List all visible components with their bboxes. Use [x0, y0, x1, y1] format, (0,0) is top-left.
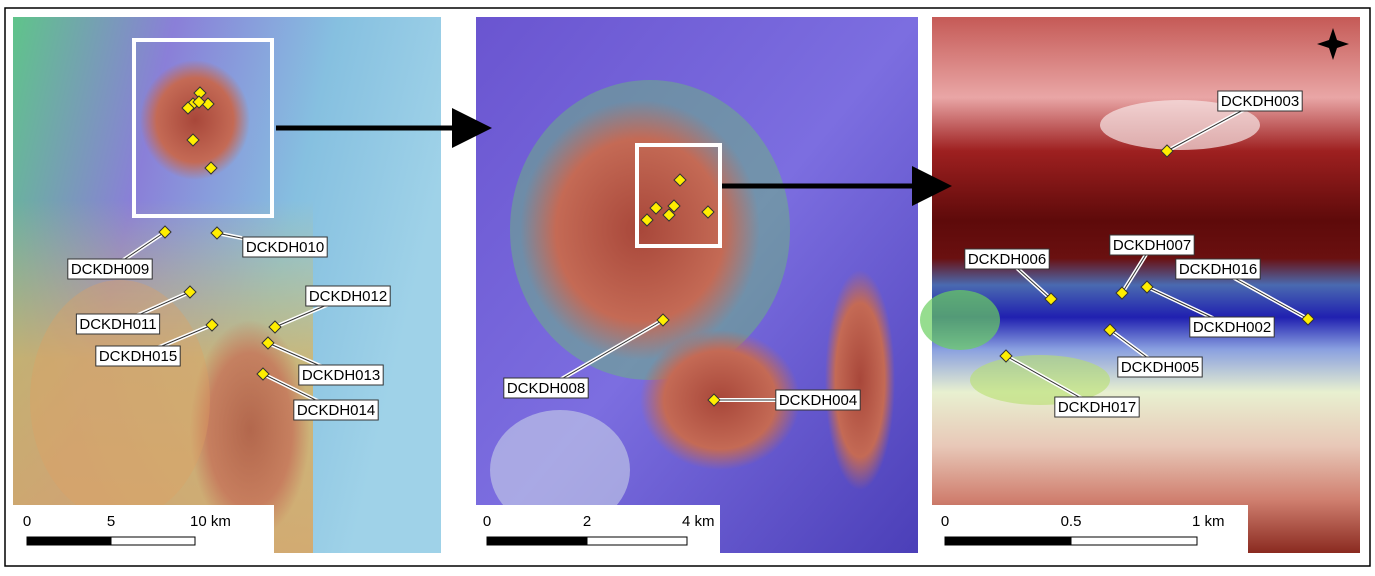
scale-label: 2	[583, 513, 591, 530]
drill-hole-label: DCKDH014	[297, 402, 375, 419]
drill-hole	[1044, 292, 1058, 306]
callout: DCKDH002	[1146, 285, 1275, 338]
label-box	[242, 236, 328, 258]
callout: DCKDH009	[67, 230, 167, 280]
drill-hole	[268, 320, 282, 334]
drill-hole	[707, 393, 721, 407]
scale-label: 0	[483, 513, 491, 530]
drill-hole	[640, 213, 654, 227]
callout: DCKDH004	[714, 389, 861, 411]
label-box	[1109, 234, 1195, 256]
label-box	[1189, 316, 1275, 338]
scale-label: 10 km	[190, 513, 231, 530]
scale-label: 5	[107, 513, 115, 530]
drill-hole-label: DCKDH015	[99, 348, 177, 365]
label-box	[1175, 258, 1261, 280]
drill-hole-label: DCKDH013	[302, 367, 380, 384]
scale-label: 0	[941, 513, 949, 530]
drill-hole	[256, 367, 270, 381]
callout: DCKDH011	[75, 290, 191, 335]
label-box	[293, 399, 379, 421]
drill-hole-label: DCKDH009	[71, 261, 149, 278]
drill-hole-label: DCKDH005	[1121, 359, 1199, 376]
leader-line	[545, 319, 664, 389]
label-box	[67, 258, 153, 280]
drill-hole	[204, 161, 218, 175]
drill-hole	[1115, 286, 1129, 300]
callout: DCKDH017	[1005, 354, 1140, 418]
frame	[4, 7, 1371, 567]
drill-hole	[1160, 144, 1174, 158]
drill-hole	[158, 225, 172, 239]
label-box	[503, 377, 589, 399]
callout: DCKDH010	[216, 231, 328, 258]
label-box	[95, 345, 181, 367]
drill-hole	[701, 205, 715, 219]
label-box	[75, 313, 161, 335]
callout: DCKDH014	[262, 372, 379, 421]
drill-hole	[649, 201, 663, 215]
callout: DCKDH003	[1166, 90, 1303, 153]
drill-hole	[673, 173, 687, 187]
drill-hole-label: DCKDH016	[1179, 261, 1257, 278]
label-box	[1217, 90, 1303, 112]
panel-1	[13, 17, 441, 553]
scale-bar	[110, 536, 196, 546]
panel-2	[476, 17, 918, 553]
drill-hole	[181, 101, 195, 115]
drill-hole-label: DCKDH012	[309, 288, 387, 305]
scale-box	[13, 505, 274, 553]
label-box	[305, 285, 391, 307]
callout: DCKDH008	[503, 318, 665, 399]
scale-bar	[1070, 536, 1198, 546]
drill-hole	[667, 199, 681, 213]
label-box	[1054, 396, 1140, 418]
drill-hole	[1103, 323, 1117, 337]
label-box	[775, 389, 861, 411]
scale-label: 0	[23, 513, 31, 530]
drill-hole	[205, 318, 219, 332]
drill-hole-label: DCKDH010	[246, 239, 324, 256]
scale-bar	[486, 536, 588, 546]
drill-hole-label: DCKDH007	[1113, 237, 1191, 254]
callout: DCKDH012	[274, 285, 391, 329]
scale-label: 0.5	[1061, 513, 1082, 530]
drill-hole	[1301, 312, 1315, 326]
drill-hole	[662, 208, 676, 222]
callout: DCKDH015	[95, 323, 213, 367]
callout: DCKDH013	[267, 341, 384, 386]
callout: DCKDH016	[1175, 258, 1309, 321]
drill-hole-label: DCKDH004	[779, 392, 857, 409]
drill-hole	[999, 349, 1013, 363]
drill-hole	[192, 95, 206, 109]
drill-hole-label: DCKDH003	[1221, 93, 1299, 110]
callout: DCKDH007	[1109, 234, 1195, 295]
drill-hole	[210, 226, 224, 240]
drill-hole	[1140, 280, 1154, 294]
drill-hole-label: DCKDH008	[507, 380, 585, 397]
label-box	[1117, 356, 1203, 378]
north-arrow	[1317, 28, 1349, 60]
label-box	[964, 248, 1050, 270]
label-box	[298, 364, 384, 386]
drill-hole	[183, 285, 197, 299]
drill-hole	[656, 313, 670, 327]
scale-bar	[586, 536, 688, 546]
callout: DCKDH006	[964, 248, 1053, 301]
drill-hole-label: DCKDH006	[968, 251, 1046, 268]
drill-hole-label: DCKDH017	[1058, 399, 1136, 416]
scale-label: 1 km	[1192, 513, 1225, 530]
drill-hole-label: DCKDH002	[1193, 319, 1271, 336]
scale-bar	[26, 536, 112, 546]
scale-bar	[944, 536, 1072, 546]
drill-hole-label: DCKDH011	[79, 316, 156, 333]
scale-label: 4 km	[682, 513, 715, 530]
drill-hole	[261, 336, 275, 350]
drill-hole	[186, 133, 200, 147]
callout: DCKDH005	[1108, 328, 1203, 378]
